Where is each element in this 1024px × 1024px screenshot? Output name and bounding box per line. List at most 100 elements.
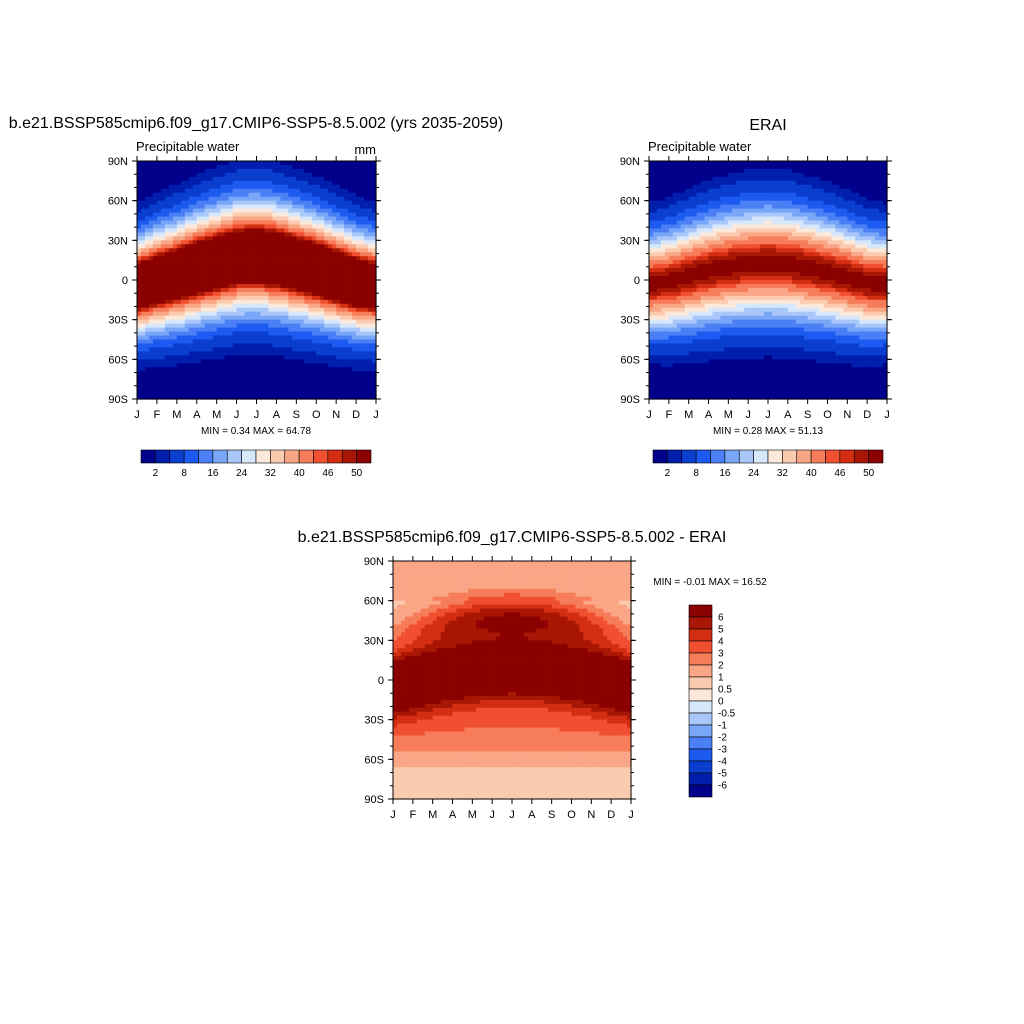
model-field-cell xyxy=(284,184,289,190)
model-field-cell xyxy=(288,347,293,352)
model-field-cell xyxy=(164,383,170,388)
model-field-cell xyxy=(356,291,361,297)
model-field-cell xyxy=(316,276,321,281)
erai-field-cell xyxy=(756,164,761,170)
model-field-cell xyxy=(164,256,170,261)
model-field-cell xyxy=(268,240,274,245)
model-field-cell xyxy=(137,168,142,174)
model-field-cell xyxy=(344,220,349,226)
model-field-cell xyxy=(256,212,262,218)
model-field-cell xyxy=(148,379,154,384)
model-field-cell xyxy=(276,280,281,285)
model-field-cell xyxy=(212,391,218,396)
erai-field-cell xyxy=(760,216,765,222)
model-field-cell xyxy=(137,176,142,182)
erai-field-cell xyxy=(827,216,833,222)
model-field-cell xyxy=(352,283,357,289)
model-field-cell xyxy=(296,387,301,392)
erai-field-cell xyxy=(652,236,658,241)
model-field-cell xyxy=(304,168,309,174)
model-field-cell xyxy=(224,375,230,380)
model-field-cell xyxy=(168,383,174,388)
erai-field-cell xyxy=(752,200,757,206)
model-field-cell xyxy=(232,295,238,301)
erai-field-cell xyxy=(700,172,706,178)
model-field-cell xyxy=(288,164,293,170)
model-field-cell xyxy=(312,395,317,400)
model-field-cell xyxy=(252,371,258,376)
model-field-cell xyxy=(192,283,198,289)
model-field-cell xyxy=(364,212,369,218)
model-field-cell xyxy=(212,172,218,178)
model-field-cell xyxy=(288,331,293,337)
erai-field-cell xyxy=(843,192,848,198)
model-field-cell xyxy=(208,379,214,384)
model-field-cell xyxy=(320,256,325,261)
model-field-cell xyxy=(236,395,242,400)
model-field-cell xyxy=(244,331,250,337)
model-field-cell xyxy=(172,240,178,245)
model-field-cell xyxy=(160,176,166,182)
model-field-cell xyxy=(188,355,194,360)
erai-field-cell xyxy=(815,208,821,214)
model-field-cell xyxy=(316,224,321,230)
erai-field-cell xyxy=(748,216,753,222)
erai-field-cell xyxy=(668,216,674,222)
model-field-cell xyxy=(200,335,206,341)
erai-field-cell xyxy=(732,184,737,190)
model-field-cell xyxy=(164,220,170,226)
model-field-cell xyxy=(372,216,377,222)
model-field-cell xyxy=(188,339,194,345)
erai-field-cell xyxy=(811,168,817,174)
model-field-cell xyxy=(204,228,210,233)
model-field-cell xyxy=(248,351,254,356)
model-field-cell xyxy=(368,371,373,376)
model-field-cell xyxy=(268,287,274,293)
erai-field-cell xyxy=(660,228,666,233)
erai-field-cell xyxy=(692,184,698,190)
model-field-cell xyxy=(224,172,230,178)
model-field-cell xyxy=(204,264,210,269)
model-field-cell xyxy=(268,303,274,309)
model-field-cell xyxy=(160,387,166,392)
model-field-cell xyxy=(276,196,281,202)
model-field-cell xyxy=(184,248,190,253)
model-field-cell xyxy=(340,299,345,305)
erai-field-cell xyxy=(712,172,718,178)
model-field-cell xyxy=(188,391,194,396)
erai-field-cell xyxy=(704,196,710,202)
model-field-cell xyxy=(312,323,317,329)
model-field-cell xyxy=(212,331,218,337)
model-field-cell xyxy=(240,248,246,253)
model-field-cell xyxy=(184,331,190,337)
model-field-cell xyxy=(372,299,377,305)
colorbar-swatch xyxy=(198,449,214,464)
model-field-cell xyxy=(196,387,202,392)
erai-field-cell xyxy=(859,161,864,166)
model-field-cell xyxy=(256,303,262,309)
model-field-cell xyxy=(216,188,222,194)
erai-field-cell xyxy=(815,236,821,241)
model-field-cell xyxy=(216,260,222,265)
model-field-cell xyxy=(252,375,258,380)
erai-field-cell xyxy=(720,184,725,190)
erai-field-cell xyxy=(740,224,745,230)
model-field-cell xyxy=(240,291,246,297)
model-field-cell xyxy=(292,335,297,341)
model-field-cell xyxy=(292,164,297,170)
model-field-cell xyxy=(296,295,301,301)
model-field-cell xyxy=(260,252,266,257)
erai-field-cell xyxy=(756,220,761,226)
model-field-cell xyxy=(292,319,297,325)
erai-field-cell xyxy=(752,228,757,233)
model-field-cell xyxy=(304,244,309,249)
model-field-cell xyxy=(160,268,166,273)
model-field-cell xyxy=(144,164,150,170)
erai-field-cell xyxy=(827,172,833,178)
model-field-cell xyxy=(184,168,190,174)
model-field-cell xyxy=(228,327,234,333)
erai-field-cell xyxy=(764,164,769,170)
erai-field-cell xyxy=(771,180,777,186)
model-field-cell xyxy=(296,335,301,341)
model-field-cell xyxy=(264,363,270,368)
